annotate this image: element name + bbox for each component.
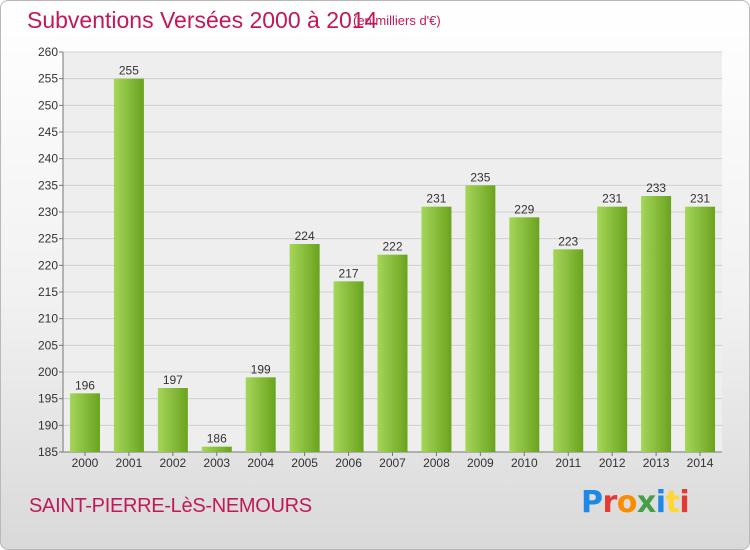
bar-value-label: 229 — [514, 202, 534, 216]
x-tick-label: 2009 — [467, 456, 494, 470]
y-tick-label: 255 — [38, 72, 58, 86]
logo-letter: P — [581, 485, 603, 520]
bar-value-label: 231 — [426, 192, 446, 206]
y-tick-label: 185 — [38, 445, 58, 459]
bar — [421, 206, 452, 452]
x-tick-label: 2005 — [291, 456, 318, 470]
bar-value-label: 235 — [470, 170, 490, 184]
y-tick-label: 240 — [38, 152, 58, 166]
bar — [201, 446, 232, 452]
logo-letter: i — [655, 485, 666, 520]
x-tick-label: 2012 — [599, 456, 626, 470]
chart-title: Subventions Versées 2000 à 2014 — [27, 7, 378, 33]
y-tick-label: 195 — [38, 392, 58, 406]
y-tick-label: 260 — [38, 45, 58, 59]
bar-value-label: 197 — [163, 373, 183, 387]
x-tick-label: 2006 — [335, 456, 362, 470]
chart-unit: (en milliers d'€) — [353, 13, 441, 28]
bar — [69, 393, 100, 452]
bar — [509, 217, 540, 452]
y-tick-label: 200 — [38, 365, 58, 379]
x-tick-label: 2000 — [72, 456, 99, 470]
bar — [157, 388, 188, 452]
y-tick-label: 205 — [38, 338, 58, 352]
x-tick-label: 2002 — [159, 456, 186, 470]
bar-value-label: 186 — [207, 432, 227, 446]
bar-value-label: 222 — [382, 240, 402, 254]
x-tick-label: 2003 — [203, 456, 230, 470]
logo-letter: x — [636, 485, 656, 520]
x-tick-label: 2007 — [379, 456, 406, 470]
y-tick-label: 250 — [38, 98, 58, 112]
x-tick-label: 2004 — [247, 456, 274, 470]
bar-value-label: 255 — [119, 64, 139, 78]
x-tick-label: 2011 — [555, 456, 581, 470]
labels: 185 190 195 200 205 210 215 220 225 230 235 240 245 2… — [38, 45, 714, 470]
bar — [553, 249, 584, 452]
logo-letter: o — [616, 485, 638, 520]
x-tick-label: 2008 — [423, 456, 450, 470]
bar — [641, 196, 672, 452]
logo-letter: t — [665, 485, 680, 520]
y-tick-label: 220 — [38, 258, 58, 272]
y-tick-label: 190 — [38, 418, 58, 432]
bar-value-label: 199 — [251, 362, 271, 376]
x-tick-label: 2014 — [687, 456, 714, 470]
bar — [333, 281, 364, 452]
y-tick-label: 235 — [38, 178, 58, 192]
proxiti-logo: Proxiti — [581, 485, 690, 520]
y-tick-label: 215 — [38, 285, 58, 299]
bar-value-label: 196 — [75, 378, 95, 392]
bar-value-label: 223 — [558, 234, 578, 248]
x-tick-label: 2001 — [116, 456, 143, 470]
y-tick-label: 210 — [38, 312, 58, 326]
logo-letter: r — [602, 485, 618, 520]
bar-value-label: 233 — [646, 181, 666, 195]
commune-name: SAINT-PIERRE-LèS-NEMOURS — [29, 495, 312, 517]
bar — [685, 206, 716, 452]
bar — [465, 185, 496, 453]
bar-value-label: 217 — [339, 266, 359, 280]
y-tick-label: 245 — [38, 125, 58, 139]
bar — [245, 377, 276, 452]
x-tick-label: 2013 — [643, 456, 670, 470]
bar-value-label: 231 — [602, 192, 622, 206]
bar — [289, 244, 320, 452]
y-tick-label: 225 — [38, 232, 58, 246]
x-tick-label: 2010 — [511, 456, 538, 470]
bars — [69, 78, 716, 453]
bar — [377, 254, 408, 452]
bar-value-label: 224 — [295, 229, 315, 243]
bar — [113, 78, 144, 453]
bar-value-label: 231 — [690, 192, 710, 206]
logo-letter: i — [679, 485, 690, 520]
bar — [597, 206, 628, 452]
y-tick-label: 230 — [38, 205, 58, 219]
